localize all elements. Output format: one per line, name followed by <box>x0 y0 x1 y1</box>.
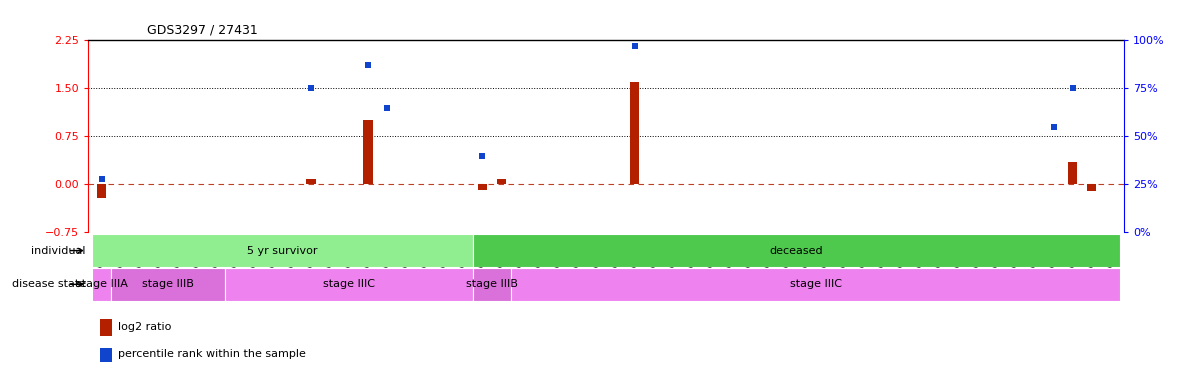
Text: individual: individual <box>32 245 86 256</box>
Bar <box>364 120 373 184</box>
Bar <box>478 184 487 190</box>
FancyBboxPatch shape <box>511 268 1121 301</box>
Bar <box>630 82 639 184</box>
Text: percentile rank within the sample: percentile rank within the sample <box>118 349 306 359</box>
Text: disease state: disease state <box>12 279 86 290</box>
FancyBboxPatch shape <box>225 268 473 301</box>
Text: GDS3297 / 27431: GDS3297 / 27431 <box>147 23 258 36</box>
Text: stage IIIC: stage IIIC <box>324 279 375 290</box>
Text: stage IIIB: stage IIIB <box>142 279 194 290</box>
FancyBboxPatch shape <box>473 268 511 301</box>
Text: 5 yr survivor: 5 yr survivor <box>247 245 318 256</box>
Bar <box>97 184 106 199</box>
Bar <box>497 179 506 184</box>
Bar <box>1068 162 1077 184</box>
Text: deceased: deceased <box>770 245 824 256</box>
Bar <box>100 319 112 336</box>
Text: log2 ratio: log2 ratio <box>118 322 171 332</box>
FancyBboxPatch shape <box>473 234 1121 267</box>
Text: stage IIIB: stage IIIB <box>466 279 518 290</box>
FancyBboxPatch shape <box>92 234 473 267</box>
Bar <box>1086 184 1097 191</box>
FancyBboxPatch shape <box>92 268 111 301</box>
Bar <box>306 179 315 184</box>
Text: stage IIIC: stage IIIC <box>790 279 842 290</box>
Bar <box>100 348 112 362</box>
Text: stage IIIA: stage IIIA <box>75 279 127 290</box>
FancyBboxPatch shape <box>111 268 225 301</box>
